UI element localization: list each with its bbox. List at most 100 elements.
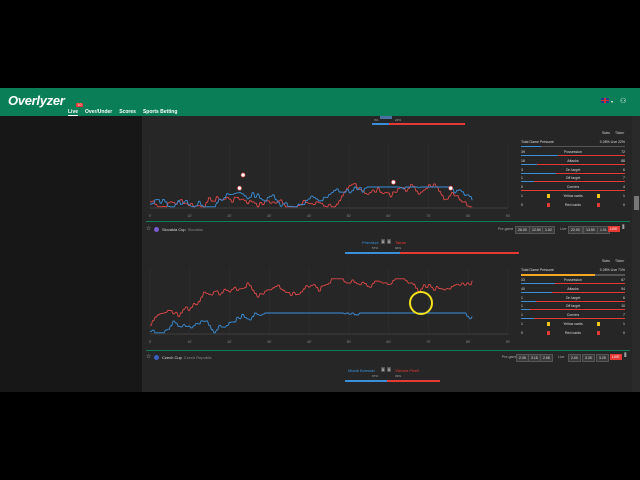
x-tick-label: 0' xyxy=(149,214,152,218)
possession-bar-home xyxy=(345,380,387,382)
live-count-badge: 10 xyxy=(76,103,83,107)
stat-bar-home xyxy=(521,181,534,183)
home-score: 0 xyxy=(381,239,386,244)
match-separator xyxy=(146,221,630,222)
stat-away-value: 7 xyxy=(623,313,625,318)
home-team-name[interactable]: Prievidza xyxy=(362,240,379,245)
yellow-card-icon xyxy=(597,322,600,326)
stat-home-value: 1 xyxy=(521,304,523,309)
tab-stats[interactable]: Stats xyxy=(602,131,610,135)
prematch-odd-2[interactable]: 2.68 xyxy=(540,354,553,362)
possession-bar-away xyxy=(389,123,465,125)
away-pressure-line xyxy=(150,312,473,334)
nav-live[interactable]: Live xyxy=(68,109,79,116)
stat-away-value: 7 xyxy=(623,176,625,181)
possession-bar-home xyxy=(372,123,389,125)
live-odd-x[interactable]: 13.50 xyxy=(583,226,598,234)
prematch-odd-1[interactable]: 26.00 xyxy=(515,226,530,234)
live-odd-1[interactable]: 2.00 xyxy=(568,354,581,362)
stat-label: Attacks xyxy=(567,158,579,163)
stat-bar-home xyxy=(521,309,531,311)
stat-home-value: 0 xyxy=(521,330,523,335)
red-card-icon xyxy=(597,330,600,335)
tab-stats[interactable]: Stats xyxy=(602,259,610,263)
possession-home-pct: 57% xyxy=(372,246,379,250)
stat-row-corners: 0 Corners 4 xyxy=(521,185,625,193)
scrollbar[interactable] xyxy=(632,116,640,392)
competition-name[interactable]: Slovakia Cup Slovakia xyxy=(162,227,203,232)
nav-over-under[interactable]: Over/Under xyxy=(85,109,113,115)
browser-viewport: Overlyzer 10 Live Over/Under Scores Spor… xyxy=(0,88,640,392)
tab-ticker[interactable]: Ticker xyxy=(615,131,625,135)
tab-ticker[interactable]: Ticker xyxy=(615,259,625,263)
top-navigation-bar: Overlyzer 10 Live Over/Under Scores Spor… xyxy=(0,88,640,116)
pressure-chart-top: 0' 10' 20' 30' 40' 50' 60' 70' 80' 90' xyxy=(149,142,511,218)
stats-bars-icon[interactable]: ⫴ xyxy=(622,225,625,231)
left-sidebar xyxy=(0,116,142,392)
stat-row-possession: 39 Possession 72 xyxy=(521,150,625,158)
nav-sports-betting[interactable]: Sports Betting xyxy=(142,109,178,115)
overlyzer-logo[interactable]: Overlyzer xyxy=(8,93,65,108)
mouse-cursor-highlight xyxy=(409,291,433,315)
pressure-bar-home xyxy=(521,274,595,276)
stat-row-off-target: 1 Off target 7 xyxy=(521,176,625,184)
event-marker xyxy=(448,185,454,191)
stat-away-value: 88 xyxy=(621,158,625,163)
live-odd-2[interactable]: 3.25 xyxy=(596,354,609,362)
stat-bar-home xyxy=(521,300,536,302)
stat-bar-away xyxy=(535,300,625,302)
x-tick-label: 70' xyxy=(426,340,431,344)
scrollbar-thumb[interactable] xyxy=(634,196,639,210)
stat-row-attacks: 16 Attacks 88 xyxy=(521,159,625,167)
x-tick-label: 70' xyxy=(426,214,431,218)
slovakia-flag-icon xyxy=(154,227,159,232)
prematch-odd-1[interactable]: 2.35 xyxy=(516,354,529,362)
x-tick-label: 90' xyxy=(506,214,511,218)
language-dropdown-icon[interactable]: ▾ xyxy=(611,99,614,104)
yellow-card-icon xyxy=(597,194,600,198)
stat-home-value: 1 xyxy=(521,176,523,181)
prematch-odd-2[interactable]: 1.02 xyxy=(542,226,555,234)
home-score: 0 xyxy=(381,367,386,372)
prematch-odd-x[interactable]: 3.15 xyxy=(528,354,541,362)
stat-bar-home xyxy=(521,163,537,165)
stat-home-value: 1 xyxy=(521,313,523,318)
favorite-star-icon[interactable]: ☆ xyxy=(146,226,152,232)
total-pressure-label: Total Game Pressure xyxy=(521,268,554,272)
stat-label: Red cards xyxy=(565,330,581,335)
stat-label: Off target xyxy=(565,176,581,181)
live-odd-1[interactable]: 22.00 xyxy=(568,226,583,234)
main-nav: Live Over/Under Scores Sports Betting xyxy=(68,109,177,116)
yellow-card-icon xyxy=(547,194,550,198)
live-odd-x[interactable]: 3.30 xyxy=(582,354,595,362)
stat-row-off-target: 1 Off target 10 xyxy=(521,304,625,312)
stat-label: Off target xyxy=(565,304,581,309)
uk-flag-icon[interactable] xyxy=(601,98,609,103)
event-marker xyxy=(391,179,396,185)
stat-home-value: 33 xyxy=(521,278,525,282)
live-button[interactable]: LIVE xyxy=(610,354,622,360)
x-tick-label: 50' xyxy=(347,214,352,218)
home-team-name[interactable]: Mladá Boleslav xyxy=(348,368,376,373)
live-odds-label: Live xyxy=(560,227,567,231)
stats-panel-slovakia: Total Game Pressure 0 28% Live 71% 33 Pos… xyxy=(521,268,625,340)
nav-scores[interactable]: Scores xyxy=(119,109,136,115)
possession-away-pct: 33% xyxy=(395,374,402,378)
stat-label: Yellow cards xyxy=(563,194,583,198)
away-team-name[interactable]: Viktoria Plzeň xyxy=(395,368,420,373)
stat-label: Corners xyxy=(566,185,580,190)
away-score: 0 xyxy=(387,367,392,372)
stat-away-value: 67 xyxy=(621,278,625,282)
away-team-name[interactable]: Tatran xyxy=(395,240,407,245)
live-button[interactable]: LIVE xyxy=(608,226,620,232)
stat-label: On target xyxy=(565,295,581,300)
possession-bar-away xyxy=(387,380,440,382)
stat-away-value: 1 xyxy=(623,322,625,326)
user-icon[interactable]: ⚇ xyxy=(620,98,627,105)
stats-bars-icon[interactable]: ⫴ xyxy=(624,353,627,359)
x-tick-label: 10' xyxy=(187,214,192,218)
favorite-star-icon[interactable]: ☆ xyxy=(146,354,152,360)
stat-bar-home xyxy=(521,318,534,320)
stat-row-corners: 1 Corners 7 xyxy=(521,313,625,321)
competition-name[interactable]: Czech Cup Czech Republic xyxy=(162,355,212,360)
